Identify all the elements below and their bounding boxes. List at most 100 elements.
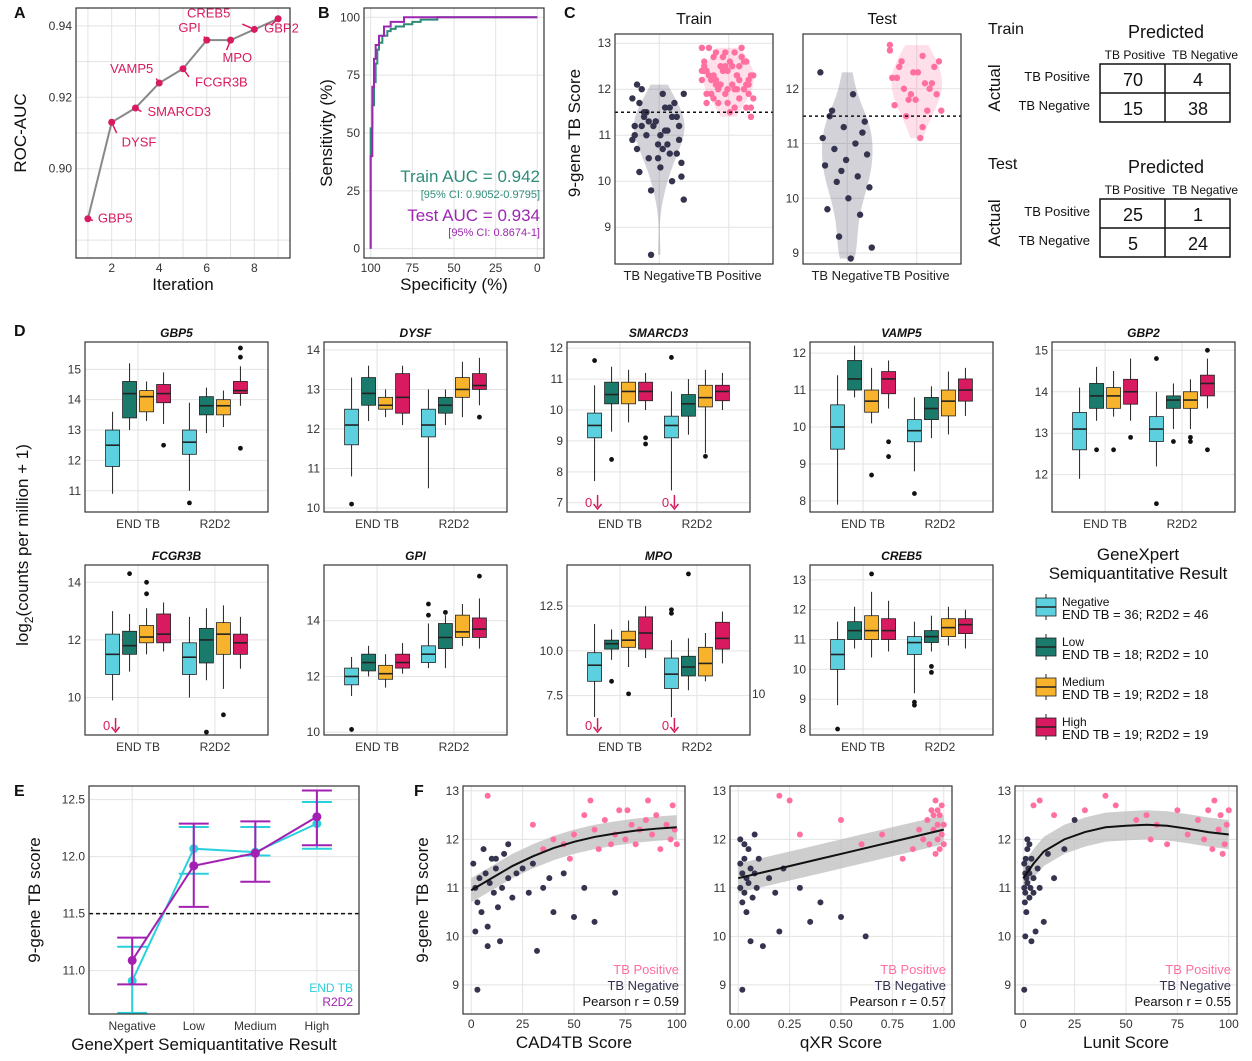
scatter-facet: 0.00 0.25 0.50 0.75 1.00 9 10 11 12 13 qXR Score TB… xyxy=(713,784,956,1052)
tb-negative-point xyxy=(862,933,869,940)
tb-positive-point xyxy=(566,855,573,862)
gene-title: GPI xyxy=(405,549,426,563)
y-tick-label: 11 xyxy=(787,137,800,151)
y-tick-label: 12 xyxy=(550,341,564,355)
outlier-point xyxy=(1188,439,1193,444)
x-tick-label: END TB xyxy=(116,517,160,531)
x-tick-label: 2 xyxy=(108,261,115,275)
tb-negative-point xyxy=(741,855,748,862)
y-tick-label: 12.5 xyxy=(540,599,564,613)
tb-negative-point xyxy=(745,846,752,853)
x-tick-label: 0 xyxy=(534,261,541,275)
zero-arrow-head xyxy=(592,726,603,734)
x-tick-label: 75 xyxy=(1171,1017,1185,1031)
y-tick-label: 12 xyxy=(446,832,460,846)
score-point xyxy=(886,41,894,49)
x-tick-label: R2D2 xyxy=(682,517,713,531)
score-point xyxy=(715,81,722,88)
y-tick-label: 12 xyxy=(998,832,1012,846)
score-point xyxy=(833,178,840,186)
y-tick-label: 14 xyxy=(68,393,82,407)
grid xyxy=(324,565,507,735)
x-tick-label: 100 xyxy=(667,1017,687,1031)
score-point xyxy=(668,178,676,185)
tb-negative-point xyxy=(1036,884,1043,891)
outlier-point xyxy=(609,457,614,462)
x-axis-title: CAD4TB Score xyxy=(516,1033,632,1052)
score-point xyxy=(868,244,875,251)
score-point xyxy=(659,145,666,153)
gene-arrow xyxy=(242,23,255,31)
panel-frame xyxy=(566,564,751,736)
row-label: TB Negative xyxy=(1018,233,1090,248)
score-point xyxy=(750,95,757,102)
y-tick-label: 25 xyxy=(347,184,361,198)
row-label: TB Positive xyxy=(1024,69,1090,84)
legend-label: Medium xyxy=(1062,675,1105,689)
score-point xyxy=(710,72,717,79)
y-tick-label: 12.0 xyxy=(62,850,86,864)
gene-label: VAMP5 xyxy=(110,61,153,76)
tb-positive-point xyxy=(932,797,939,804)
outlier-point xyxy=(161,442,166,448)
tb-negative-point xyxy=(737,884,744,891)
tb-positive-point xyxy=(1174,807,1181,814)
box xyxy=(847,360,862,391)
tb-negative-point xyxy=(482,870,489,877)
grid xyxy=(567,565,750,735)
score-point xyxy=(636,168,643,176)
score-point xyxy=(910,69,917,76)
gene-arrow xyxy=(110,121,118,134)
x-axis-title: Specificity (%) xyxy=(400,275,508,294)
tb-negative-point xyxy=(505,875,512,882)
score-point xyxy=(847,255,854,262)
x-tick-label: 75 xyxy=(406,261,420,275)
tb-negative-point xyxy=(492,855,499,862)
score-point xyxy=(893,74,901,82)
gene-facet: VAMP5 8 9 10 11 12 END TB R2D2 xyxy=(793,326,994,531)
panel-frame xyxy=(809,564,994,736)
box xyxy=(233,633,248,655)
tb-positive-point xyxy=(1225,807,1232,814)
legend-title: GeneXpert xyxy=(1097,545,1179,564)
test-auc-label: Test AUC = 0.934 xyxy=(407,206,540,225)
tb-positive-point xyxy=(934,807,941,814)
score-point xyxy=(856,211,864,218)
outlier-point xyxy=(238,445,243,451)
gene-title: GBP5 xyxy=(160,326,193,340)
score-point xyxy=(919,123,926,131)
box xyxy=(199,627,214,664)
tb-positive-point xyxy=(1147,836,1154,843)
outlier-point xyxy=(869,472,874,478)
y-tick-label: 13 xyxy=(793,573,807,587)
outlier-point xyxy=(835,726,840,732)
tb-negative-point xyxy=(1071,816,1078,823)
tb-positive-point xyxy=(1184,831,1191,838)
y-tick-label: 14 xyxy=(307,614,321,628)
outlier-point xyxy=(144,579,149,585)
tb-positive-point xyxy=(916,826,923,833)
matrix-cell-value: 5 xyxy=(1128,234,1138,254)
panel-frame xyxy=(1051,341,1236,513)
actual-label: Actual xyxy=(985,199,1004,246)
tb-positive-point xyxy=(1221,841,1228,848)
outlier-point xyxy=(609,678,614,684)
tb-positive-point xyxy=(1209,846,1216,853)
zero-annotation: 0 xyxy=(662,495,669,510)
score-point xyxy=(631,122,638,130)
matrix-cell-value: 1 xyxy=(1193,205,1203,225)
x-tick-label: R2D2 xyxy=(682,740,713,754)
y-tick-label: 11 xyxy=(599,128,612,142)
box xyxy=(621,381,636,405)
x-tick-label: R2D2 xyxy=(200,740,231,754)
score-point xyxy=(919,52,926,60)
score-point xyxy=(852,140,859,147)
score-point xyxy=(668,113,676,121)
y-tick-label: 11 xyxy=(447,881,460,895)
tb-negative-point xyxy=(1026,841,1033,848)
matrix-cell-value: 25 xyxy=(1123,205,1143,225)
legend-tb-negative: TB Negative xyxy=(874,978,946,993)
tb-negative-point xyxy=(776,928,783,935)
outlier-point xyxy=(349,727,354,732)
gene-arrow xyxy=(87,218,94,222)
